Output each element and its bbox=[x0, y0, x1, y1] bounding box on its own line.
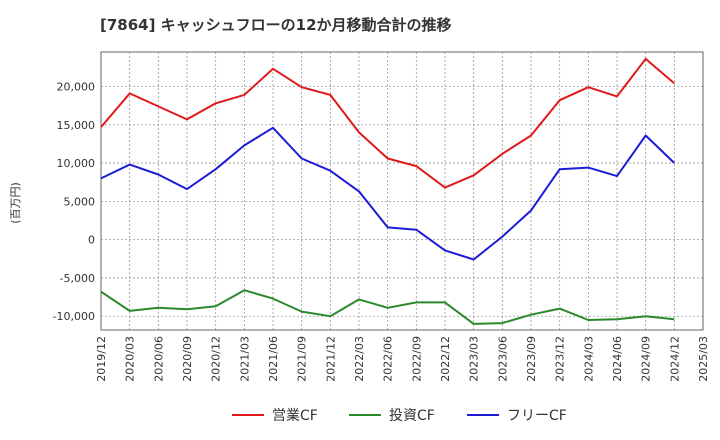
legend-label-2: 投資CF bbox=[389, 408, 435, 424]
x-tick-label: 2022/09 bbox=[410, 336, 423, 382]
y-axis: 20,000 15,000 10,000 5,000 0 -5,000 -10,000 bbox=[53, 80, 95, 323]
x-tick-label: 2022/12 bbox=[439, 336, 452, 382]
x-tick-label: 2021/09 bbox=[296, 336, 309, 382]
x-tick-label: 2019/12 bbox=[95, 336, 108, 382]
y-tick-label: 15,000 bbox=[57, 119, 96, 132]
x-tick-label: 2024/03 bbox=[582, 336, 595, 382]
series-line-2 bbox=[100, 289, 675, 325]
x-tick-label: 2020/12 bbox=[210, 336, 223, 382]
x-tick-label: 2024/12 bbox=[668, 336, 681, 382]
x-tick-label: 2024/06 bbox=[611, 336, 624, 382]
x-tick-label: 2025/03 bbox=[697, 336, 710, 382]
x-tick-label: 2023/12 bbox=[554, 336, 567, 382]
series-lines bbox=[100, 57, 675, 325]
x-tick-label: 2024/09 bbox=[640, 336, 653, 382]
x-tick-label: 2021/03 bbox=[238, 336, 251, 382]
grid bbox=[101, 52, 703, 330]
x-tick-label: 2023/03 bbox=[468, 336, 481, 382]
legend-label-3: フリーCF bbox=[507, 408, 567, 424]
x-tick-label: 2021/12 bbox=[324, 336, 337, 382]
x-tick-label: 2023/09 bbox=[525, 336, 538, 382]
y-axis-label: (百万円) bbox=[9, 182, 22, 224]
x-axis: 2019/12 2020/03 2020/06 2020/09 2020/12 2021/… bbox=[95, 336, 710, 382]
y-tick-label: -10,000 bbox=[53, 310, 95, 323]
y-tick-label: -5,000 bbox=[60, 272, 95, 285]
x-tick-label: 2021/06 bbox=[267, 336, 280, 382]
y-tick-label: 0 bbox=[88, 234, 95, 247]
y-tick-label: 20,000 bbox=[57, 80, 96, 93]
x-tick-label: 2023/06 bbox=[496, 336, 509, 382]
chart-title: [7864] キャッシュフローの12か月移動合計の推移 bbox=[100, 16, 452, 34]
x-tick-label: 2022/03 bbox=[353, 336, 366, 382]
legend: 営業CF 投資CF フリーCF bbox=[232, 408, 567, 424]
y-tick-label: 5,000 bbox=[64, 195, 96, 208]
x-tick-label: 2020/09 bbox=[181, 336, 194, 382]
series-line-3 bbox=[100, 126, 675, 261]
x-tick-label: 2022/06 bbox=[382, 336, 395, 382]
series-line-1 bbox=[100, 57, 675, 189]
x-tick-label: 2020/03 bbox=[124, 336, 137, 382]
legend-label-1: 営業CF bbox=[272, 408, 318, 424]
plot-frame bbox=[100, 51, 704, 331]
x-tick-label: 2020/06 bbox=[152, 336, 165, 382]
y-tick-label: 10,000 bbox=[57, 157, 96, 170]
